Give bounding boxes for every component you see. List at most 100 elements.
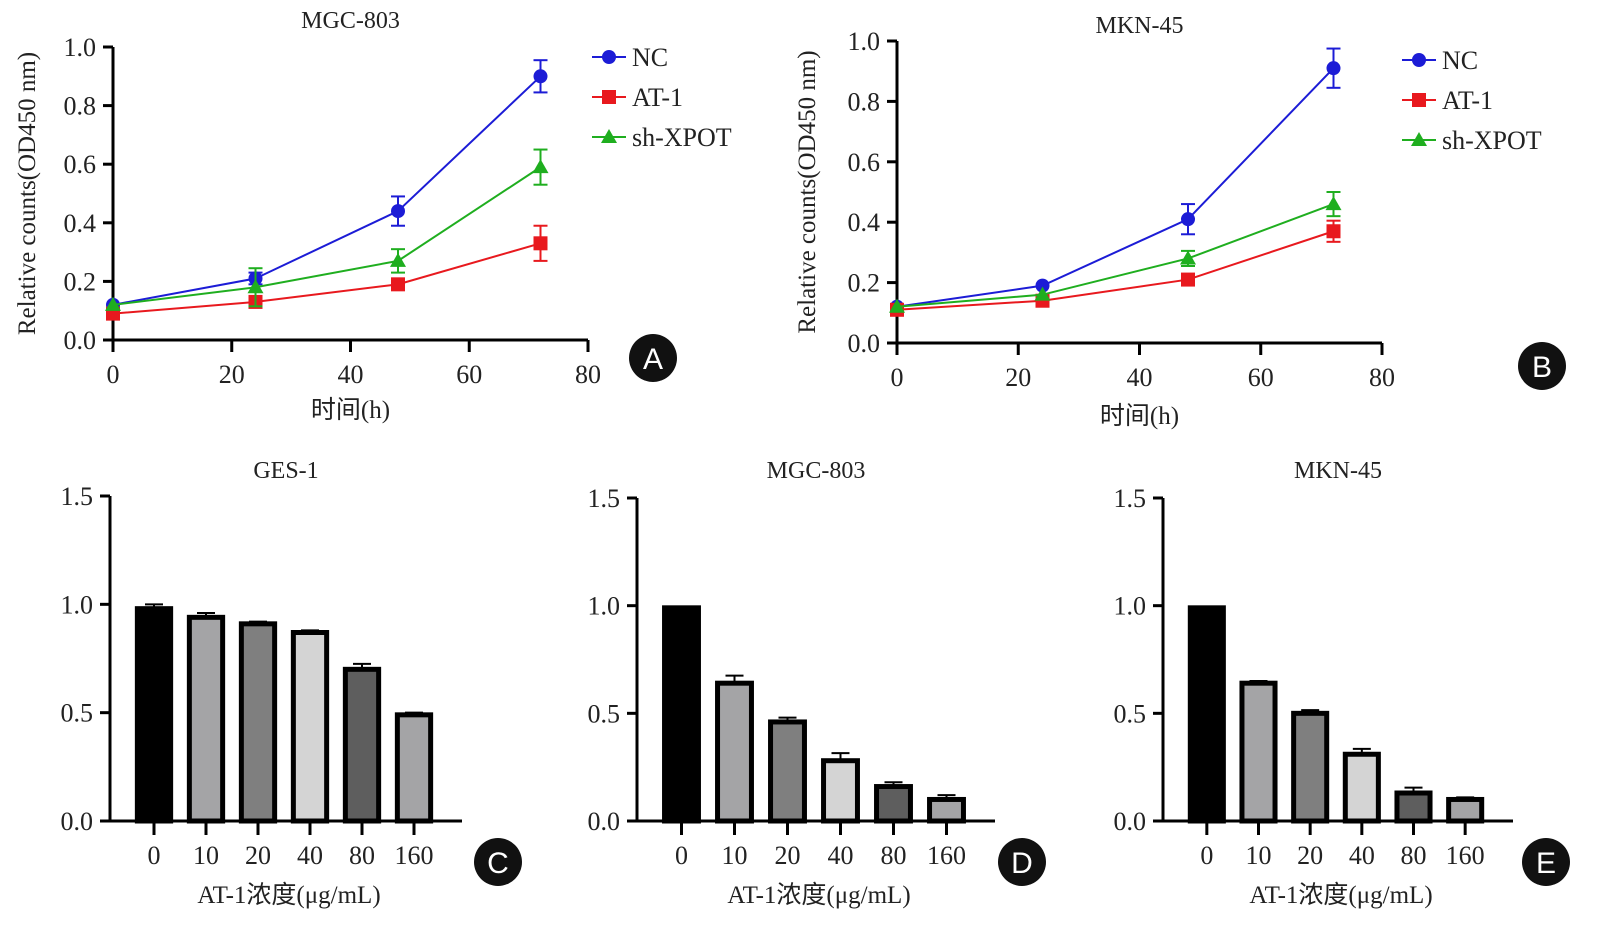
panel-C: GES-1 0.0 0.5 1.0 1.5 0 10 20 40 80 160 AT-1浓度(μg/m… (61, 458, 522, 909)
data-point (1181, 272, 1195, 287)
series-line (896, 67, 1335, 308)
series-line (112, 166, 542, 306)
y-tick-label: 0.0 (848, 329, 881, 358)
chart-title: MGC-803 (301, 8, 400, 34)
y-tick-label: 1.0 (61, 590, 94, 619)
panel-E: MKN-45 0.0 0.5 1.0 1.5 0 10 20 40 80 160 AT-1浓度(μg/… (1114, 458, 1570, 909)
y-axis-label: Relative counts(OD450 nm) (794, 50, 821, 333)
bar-20 (238, 621, 278, 824)
legend-item-nc: NC (1402, 46, 1478, 75)
series-nc (890, 47, 1341, 314)
bar-160 (394, 712, 434, 824)
y-tick-label: 0.5 (1114, 699, 1147, 728)
x-tick-label: 80 (575, 360, 601, 389)
bar-80 (1394, 790, 1433, 824)
x-tick-label: 80 (1369, 363, 1395, 392)
legend-marker (1411, 132, 1427, 146)
data-point (533, 69, 548, 84)
bar-80 (342, 666, 382, 824)
data-point (105, 296, 121, 311)
y-tick-label: 1.0 (588, 592, 621, 621)
y-tick-label: 1.5 (1114, 484, 1147, 513)
data-point (1326, 224, 1341, 239)
bar-40 (821, 758, 860, 824)
x-tick-label: 0 (1200, 841, 1213, 870)
panel-badge-circle (629, 334, 677, 382)
legend-label: sh-XPOT (1442, 126, 1542, 155)
series-at-1 (890, 219, 1341, 317)
panel-A: MGC-803 0.0 0.2 0.4 0.6 0.8 1.0 0 20 40 60 80 时间(h) R… (14, 8, 732, 424)
data-point (889, 298, 905, 313)
y-tick-label: 0.0 (588, 807, 621, 836)
y-tick-label: 0.2 (64, 267, 97, 296)
data-point (1325, 196, 1342, 211)
panel-badge-C: C (474, 838, 522, 886)
panel-badge-label: A (643, 343, 663, 376)
legend-marker (601, 129, 617, 143)
legend-label: AT-1 (632, 83, 683, 112)
x-axis-label: 时间(h) (311, 396, 390, 424)
x-tick-label: 80 (881, 841, 907, 870)
bar-160 (927, 796, 966, 824)
legend-label: AT-1 (1442, 86, 1493, 115)
chart-title: MKN-45 (1096, 13, 1184, 39)
x-tick-label: 20 (775, 841, 801, 870)
bar-0 (134, 606, 174, 824)
panel-badge-label: C (487, 847, 509, 880)
bar-10 (186, 614, 226, 824)
series-line (896, 230, 1334, 311)
legend-item-nc: NC (592, 43, 668, 72)
legend-label: NC (1442, 46, 1478, 75)
y-tick-label: 0.5 (588, 699, 621, 728)
y-tick-label: 1.0 (1114, 592, 1147, 621)
panel-badge-label: E (1536, 847, 1556, 880)
x-tick-label: 20 (245, 841, 271, 870)
data-point (391, 277, 405, 292)
panel-D: MGC-803 0.0 0.5 1.0 1.5 0 10 20 40 80 160 AT-1浓度(μg… (588, 458, 1046, 909)
data-point (1035, 278, 1050, 293)
bar-10 (715, 680, 754, 824)
x-tick-label: 20 (1005, 363, 1031, 392)
y-tick-label: 1.0 (64, 33, 97, 62)
x-tick-label: 40 (828, 841, 854, 870)
panel-badge-label: D (1011, 847, 1033, 880)
series-line (896, 203, 1334, 308)
x-tick-label: 80 (349, 841, 375, 870)
legend-marker (602, 90, 616, 104)
x-axis-label: AT-1浓度(μg/mL) (197, 881, 380, 909)
chart-title: GES-1 (253, 458, 318, 484)
x-tick-label: 10 (193, 841, 219, 870)
data-point (390, 252, 406, 267)
x-tick-label: 20 (1297, 841, 1323, 870)
y-tick-label: 0.0 (64, 326, 97, 355)
y-tick-label: 0.5 (61, 699, 94, 728)
x-tick-label: 40 (1349, 841, 1375, 870)
x-tick-label: 40 (338, 360, 364, 389)
data-point (247, 279, 264, 294)
y-tick-label: 0.4 (64, 209, 97, 238)
panel-B: MKN-45 0.0 0.2 0.4 0.6 0.8 1.0 0 20 40 60 80 时间(h) Re… (794, 13, 1566, 430)
chart-title: MGC-803 (767, 458, 866, 484)
bar-0 (662, 605, 701, 824)
x-tick-label: 60 (456, 360, 482, 389)
legend-label: NC (632, 43, 668, 72)
data-point (391, 204, 405, 219)
data-point (532, 159, 549, 174)
legend-item-sh-xpot: sh-XPOT (592, 123, 732, 152)
x-tick-label: 0 (675, 841, 688, 870)
bar-0 (1187, 605, 1226, 824)
x-tick-label: 10 (722, 841, 748, 870)
x-tick-label: 40 (297, 841, 323, 870)
panel-badge-A: A (629, 334, 677, 382)
data-point (1326, 61, 1341, 76)
y-tick-label: 0.0 (1114, 807, 1147, 836)
x-tick-label: 80 (1401, 841, 1427, 870)
data-point (533, 236, 548, 251)
x-tick-label: 10 (1246, 841, 1272, 870)
x-axis-label: 时间(h) (1100, 402, 1179, 430)
series-line (112, 75, 542, 306)
x-tick-label: 160 (395, 841, 434, 870)
y-tick-label: 0.8 (64, 92, 97, 121)
legend-marker (1412, 93, 1426, 107)
